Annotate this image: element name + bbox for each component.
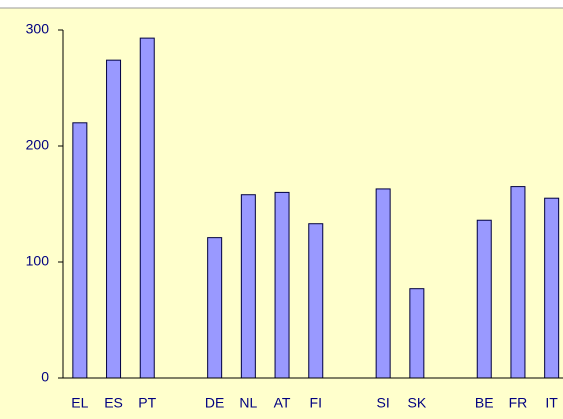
x-tick-label: EL — [71, 395, 88, 411]
x-tick-label: AT — [274, 395, 291, 411]
bar — [544, 197, 560, 379]
y-tick-label: 100 — [26, 253, 50, 269]
x-tick-label: FI — [310, 395, 322, 411]
bar — [240, 194, 256, 379]
bar — [476, 219, 492, 379]
x-tick-label: BE — [475, 395, 494, 411]
bar — [207, 237, 223, 379]
x-tick-label: NL — [239, 395, 257, 411]
y-tick-label: 200 — [26, 137, 50, 153]
bar — [72, 122, 88, 379]
bar — [308, 223, 324, 379]
x-tick-label: SK — [408, 395, 427, 411]
x-tick-label: DE — [205, 395, 224, 411]
x-tick-label: PT — [138, 395, 156, 411]
x-tick-label: SI — [377, 395, 390, 411]
x-tick-label: IT — [545, 395, 558, 411]
x-tick-label: ES — [104, 395, 123, 411]
bar — [375, 188, 391, 379]
x-tick-label: FR — [509, 395, 528, 411]
y-tick-label: 300 — [26, 21, 50, 37]
bar — [106, 59, 122, 379]
bar — [409, 288, 425, 379]
bar — [274, 191, 290, 379]
y-tick-label: 0 — [41, 369, 49, 385]
bar — [510, 186, 526, 379]
bar — [139, 37, 155, 379]
